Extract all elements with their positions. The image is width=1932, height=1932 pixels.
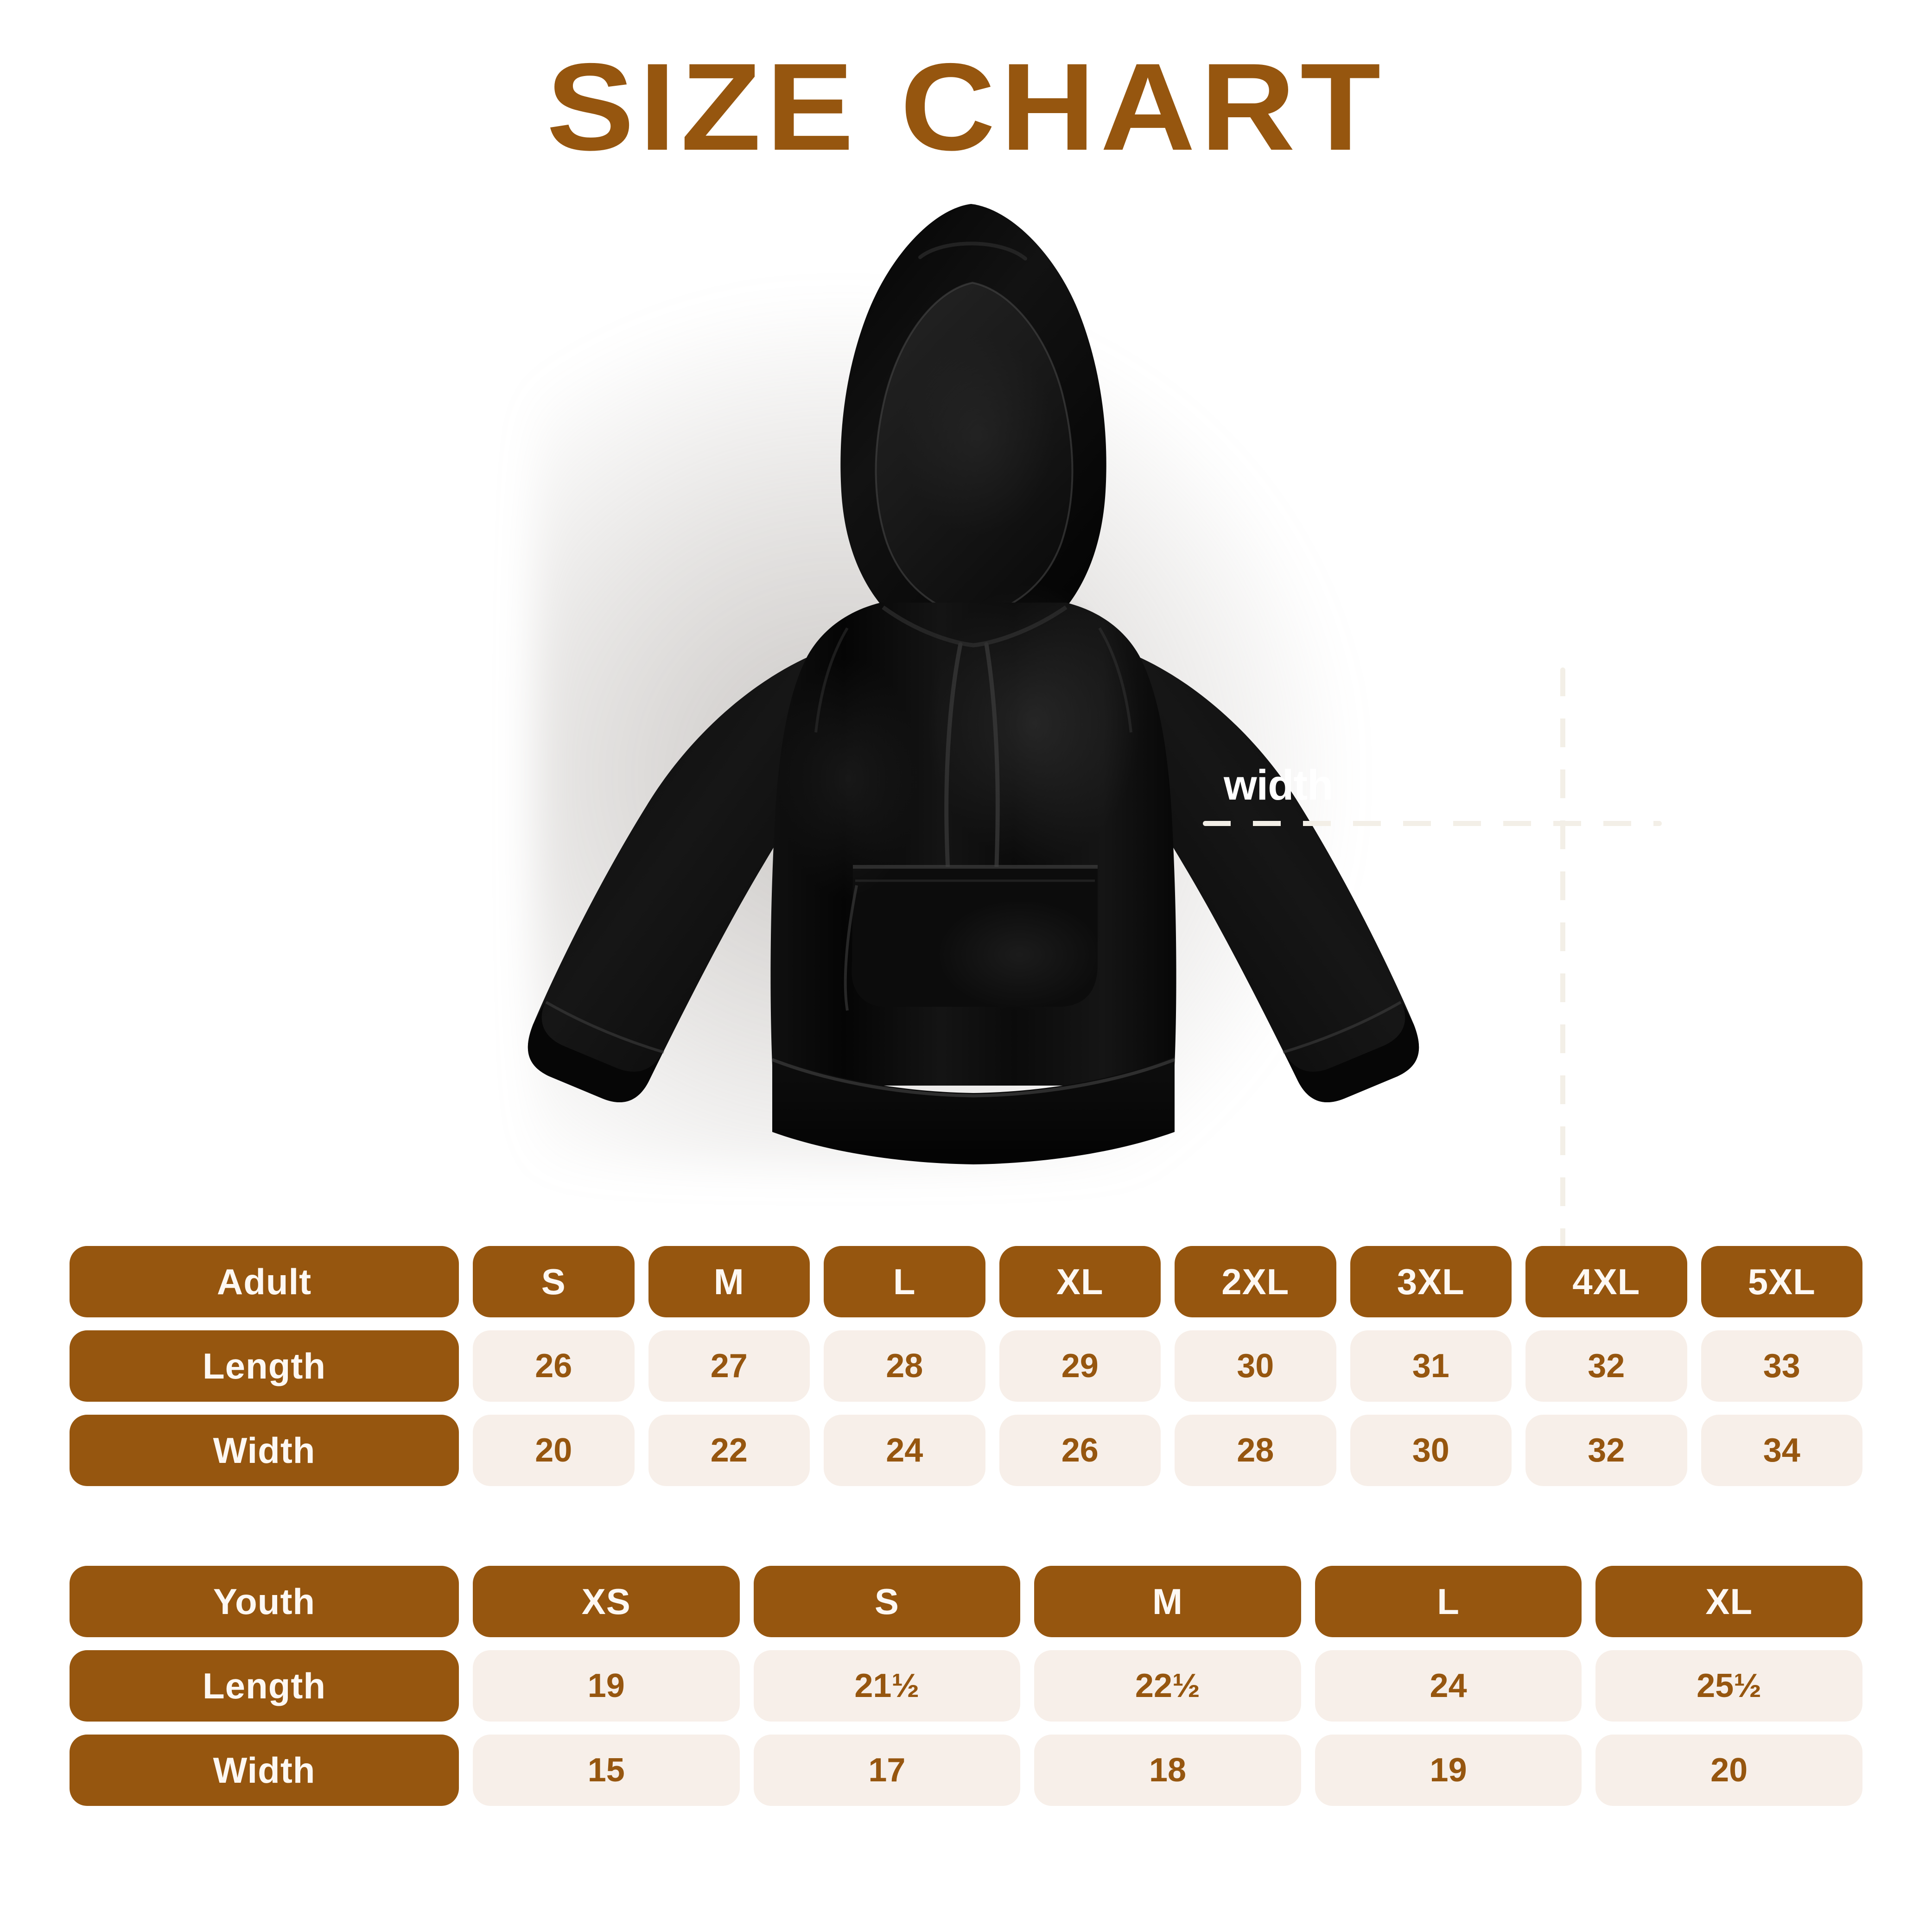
adult-col-l[interactable]: L (824, 1246, 985, 1317)
adult-size-table: Adult S M L XL 2XL 3XL 4XL 5XL Length 26… (70, 1246, 1862, 1486)
adult-length-label: Length (70, 1330, 459, 1402)
youth-width-m: 18 (1034, 1735, 1301, 1806)
adult-length-2xl: 30 (1175, 1330, 1336, 1402)
adult-col-2xl[interactable]: 2XL (1175, 1246, 1336, 1317)
youth-size-table: Youth XS S M L XL Length 19 21½ 22½ 24 2… (70, 1566, 1862, 1806)
youth-length-m: 22½ (1034, 1650, 1301, 1722)
adult-length-l: 28 (824, 1330, 985, 1402)
youth-width-label: Width (70, 1735, 459, 1806)
cuff-left-seam (545, 1001, 664, 1054)
adult-header-label: Adult (70, 1246, 459, 1317)
adult-width-3xl: 30 (1350, 1415, 1512, 1486)
adult-width-5xl: 34 (1701, 1415, 1862, 1486)
width-label: width (1224, 762, 1333, 809)
length-guide-line (1560, 667, 1565, 1335)
adult-width-row: Width 20 22 24 26 28 30 32 34 (70, 1415, 1862, 1486)
fabric-sheen-2 (779, 658, 918, 899)
youth-col-m[interactable]: M (1034, 1566, 1301, 1637)
hoodie-illustration: width length (464, 176, 1662, 1335)
youth-width-xl: 20 (1595, 1735, 1862, 1806)
adult-length-5xl: 33 (1701, 1330, 1862, 1402)
youth-length-xs: 19 (473, 1650, 740, 1722)
youth-length-l: 24 (1315, 1650, 1582, 1722)
adult-col-5xl[interactable]: 5XL (1701, 1246, 1862, 1317)
adult-width-m: 22 (648, 1415, 810, 1486)
hood-crown-seam (918, 242, 1027, 261)
width-guide-line (1203, 821, 1662, 826)
youth-header-label: Youth (70, 1566, 459, 1637)
youth-width-l: 19 (1315, 1735, 1582, 1806)
youth-length-s: 21½ (753, 1650, 1021, 1722)
youth-col-xs[interactable]: XS (473, 1566, 740, 1637)
adult-length-xl: 29 (999, 1330, 1161, 1402)
youth-length-row: Length 19 21½ 22½ 24 25½ (70, 1650, 1862, 1722)
youth-width-xs: 15 (473, 1735, 740, 1806)
adult-length-4xl: 32 (1525, 1330, 1687, 1402)
page-title: SIZE CHART (546, 37, 1386, 176)
adult-length-s: 26 (473, 1330, 635, 1402)
adult-col-3xl[interactable]: 3XL (1350, 1246, 1512, 1317)
cuff-right-seam (1283, 1001, 1402, 1054)
fabric-sheen-1 (927, 584, 1140, 862)
youth-width-row: Width 15 17 18 19 20 (70, 1735, 1862, 1806)
adult-width-xl: 26 (999, 1415, 1161, 1486)
youth-col-xl[interactable]: XL (1595, 1566, 1862, 1637)
adult-col-xl[interactable]: XL (999, 1246, 1161, 1317)
adult-length-row: Length 26 27 28 29 30 31 32 33 (70, 1330, 1862, 1402)
adult-width-s: 20 (473, 1415, 635, 1486)
youth-col-s[interactable]: S (753, 1566, 1021, 1637)
youth-length-xl: 25½ (1595, 1650, 1862, 1722)
adult-length-3xl: 31 (1350, 1330, 1512, 1402)
youth-col-l[interactable]: L (1315, 1566, 1582, 1637)
adult-length-m: 27 (648, 1330, 810, 1402)
adult-col-4xl[interactable]: 4XL (1525, 1246, 1687, 1317)
adult-col-m[interactable]: M (648, 1246, 810, 1317)
hem-seam (771, 1058, 1176, 1098)
fabric-sheen-pocket (936, 899, 1103, 1010)
cuff-left (527, 1000, 664, 1103)
youth-width-s: 17 (753, 1735, 1021, 1806)
adult-header-row: Adult S M L XL 2XL 3XL 4XL 5XL (70, 1246, 1862, 1317)
adult-col-s[interactable]: S (473, 1246, 635, 1317)
fabric-sheen-hood (902, 336, 1055, 535)
adult-width-label: Width (70, 1415, 459, 1486)
youth-length-label: Length (70, 1650, 459, 1722)
length-label: length (1522, 1108, 1569, 1233)
sleeve-right (1099, 654, 1419, 1103)
pocket-opening-left (844, 885, 858, 1011)
cuff-right (1283, 1000, 1419, 1103)
hoodie-graphic (527, 204, 1419, 1164)
sleeve-left (527, 654, 848, 1103)
youth-header-row: Youth XS S M L XL (70, 1566, 1862, 1637)
adult-width-2xl: 28 (1175, 1415, 1336, 1486)
hem-band (772, 1057, 1175, 1164)
adult-width-l: 24 (824, 1415, 985, 1486)
adult-width-4xl: 32 (1525, 1415, 1687, 1486)
